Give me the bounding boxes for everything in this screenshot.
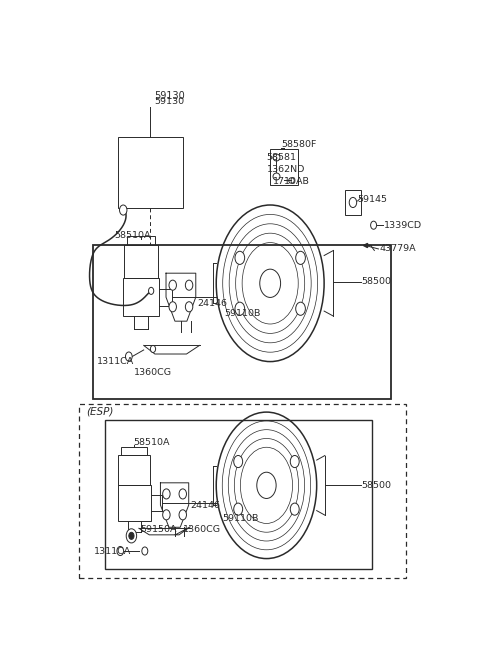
Bar [105, 420, 372, 569]
Circle shape [148, 287, 154, 295]
Bar [118, 485, 151, 521]
Text: 59130: 59130 [155, 97, 185, 106]
Text: 1339CD: 1339CD [384, 220, 422, 230]
Text: 58510A: 58510A [133, 438, 169, 447]
Circle shape [296, 302, 305, 316]
Text: 58581: 58581 [266, 152, 297, 161]
Text: 1360CG: 1360CG [134, 368, 172, 377]
Text: 59130: 59130 [155, 91, 185, 102]
Text: 58580F: 58580F [281, 140, 317, 149]
Bar [345, 190, 361, 215]
Circle shape [185, 302, 193, 312]
Circle shape [142, 547, 148, 555]
Text: 24146: 24146 [190, 501, 220, 510]
Text: 59150A: 59150A [140, 525, 177, 534]
Text: 59110B: 59110B [222, 514, 259, 523]
Text: 59145: 59145 [358, 195, 388, 205]
Circle shape [234, 455, 243, 468]
Bar [121, 447, 147, 455]
Text: 1311CA: 1311CA [97, 357, 134, 366]
Text: 59110B: 59110B [224, 309, 261, 318]
Bar [127, 236, 155, 245]
Bar [124, 245, 158, 278]
Text: 58500: 58500 [361, 481, 391, 490]
Circle shape [235, 251, 245, 264]
Circle shape [169, 302, 177, 312]
Circle shape [371, 221, 377, 229]
Circle shape [120, 205, 127, 215]
Bar [123, 278, 158, 316]
Bar [270, 150, 298, 185]
Text: 1362ND: 1362ND [266, 165, 305, 174]
Bar [119, 455, 150, 485]
Circle shape [163, 510, 170, 520]
Circle shape [126, 529, 137, 543]
Circle shape [179, 489, 186, 499]
Text: 58500: 58500 [361, 277, 391, 286]
Circle shape [235, 302, 245, 316]
Circle shape [290, 455, 299, 468]
Text: (ESP): (ESP) [86, 406, 113, 416]
Circle shape [150, 346, 156, 352]
Circle shape [129, 532, 134, 539]
Circle shape [234, 503, 243, 515]
Text: 1311CA: 1311CA [94, 546, 131, 556]
Circle shape [163, 489, 170, 499]
Text: 24146: 24146 [198, 299, 228, 308]
Text: 1710AB: 1710AB [273, 177, 310, 186]
Text: 1360CG: 1360CG [183, 525, 221, 534]
Circle shape [290, 503, 299, 515]
Bar [118, 137, 183, 207]
Bar [94, 245, 391, 400]
Circle shape [125, 352, 132, 361]
Text: 43779A: 43779A [379, 245, 416, 253]
Bar [79, 403, 406, 578]
Text: 58510A: 58510A [114, 231, 151, 240]
Circle shape [179, 510, 186, 520]
Circle shape [296, 251, 305, 264]
Circle shape [185, 280, 193, 290]
Circle shape [117, 546, 124, 556]
Circle shape [169, 280, 177, 290]
